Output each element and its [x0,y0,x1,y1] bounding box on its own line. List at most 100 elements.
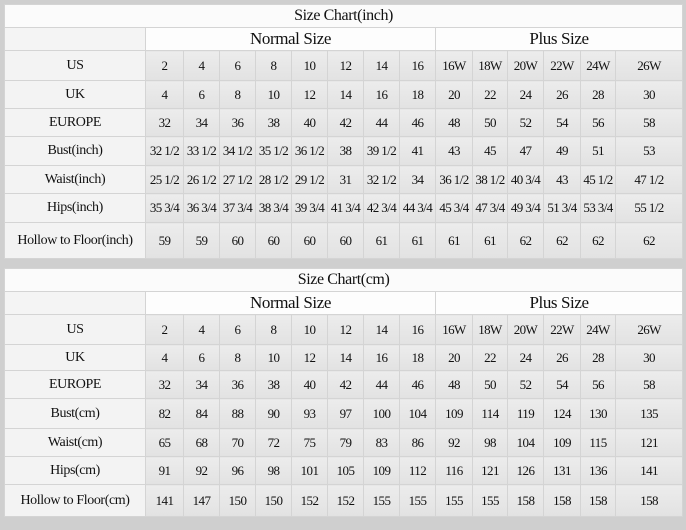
size-value-cell: 8 [255,314,292,345]
size-value-cell: 47 [507,136,544,166]
blank-header-cell [4,27,146,51]
size-value-cell: 92 [183,456,220,485]
size-value-cell: 45 1/2 [580,165,616,194]
size-value-cell: 109 [435,398,473,429]
size-value-cell: 38 [255,108,292,137]
table-row: Hips(inch) 35 3/4 36 3/4 37 3/4 38 3/4 39 3/4… [4,193,684,223]
size-value-cell: 4 [145,344,184,371]
size-value-cell: 60 [327,222,364,259]
size-value-cell: 38 [327,136,364,166]
chart-title: Size Chart(inch) [3,4,684,28]
size-value-cell: 28 [580,80,616,109]
size-value-cell: 75 [291,428,328,457]
size-value-cell: 51 [580,136,616,166]
size-value-cell: 8 [219,344,256,371]
size-value-cell: 90 [255,398,292,429]
size-value-cell: 44 [363,108,400,137]
row-label: EUROPE [4,370,146,399]
size-value-cell: 49 3/4 [507,193,544,223]
size-value-cell: 158 [543,484,581,517]
size-value-cell: 37 3/4 [219,193,256,223]
size-value-cell: 50 [472,108,508,137]
size-value-cell: 83 [363,428,400,457]
size-value-cell: 14 [363,50,400,81]
size-value-cell: 61 [399,222,436,259]
size-value-cell: 32 [145,370,184,399]
size-chart-inch: Size Chart(inch) Normal Size Plus Size US 2 4… [3,4,684,259]
size-value-cell: 16 [363,80,400,109]
size-value-cell: 45 [472,136,508,166]
size-value-cell: 32 1/2 [363,165,400,194]
size-value-cell: 36 3/4 [183,193,220,223]
size-value-cell: 4 [145,80,184,109]
size-value-cell: 32 [145,108,184,137]
size-value-cell: 98 [472,428,508,457]
size-value-cell: 39 3/4 [291,193,328,223]
size-value-cell: 10 [255,344,292,371]
size-value-cell: 26W [614,50,684,81]
size-value-cell: 26 1/2 [183,165,220,194]
size-value-cell: 20W [507,314,544,345]
size-value-cell: 147 [183,484,220,517]
size-value-cell: 26 [543,80,581,109]
size-value-cell: 20W [507,50,544,81]
size-value-cell: 152 [327,484,364,517]
size-value-cell: 62 [543,222,581,259]
table-row: US 2 4 6 8 10 12 14 16 16W 18W 20W 22W 24W 26W [4,50,684,81]
size-value-cell: 35 1/2 [255,136,292,166]
size-value-cell: 18 [399,344,436,371]
size-value-cell: 50 [472,370,508,399]
size-value-cell: 24 [507,80,544,109]
size-value-cell: 101 [291,456,328,485]
size-value-cell: 150 [219,484,256,517]
row-label: US [4,314,146,345]
row-label: Hips(inch) [4,193,146,223]
normal-size-header: Normal Size [145,291,436,315]
size-value-cell: 40 3/4 [507,165,544,194]
size-value-cell: 155 [363,484,400,517]
size-value-cell: 40 [291,370,328,399]
size-value-cell: 53 3/4 [580,193,616,223]
size-value-cell: 112 [399,456,436,485]
size-value-cell: 141 [145,484,184,517]
size-value-cell: 62 [614,222,684,259]
size-value-cell: 8 [219,80,256,109]
table-row: Hips(cm) 91 92 96 98 101 105 109 112 116 121 126 131… [4,456,684,485]
size-value-cell: 32 1/2 [145,136,184,166]
size-value-cell: 12 [327,50,364,81]
size-value-cell: 84 [183,398,220,429]
table-row: EUROPE 32 34 36 38 40 42 44 46 48 50 52 54 56 58 [4,108,684,137]
size-value-cell: 4 [183,50,220,81]
size-value-cell: 61 [435,222,473,259]
size-value-cell: 34 [183,370,220,399]
size-value-cell: 6 [219,314,256,345]
size-value-cell: 20 [435,344,473,371]
size-value-cell: 130 [580,398,616,429]
size-value-cell: 51 3/4 [543,193,581,223]
size-value-cell: 12 [291,80,328,109]
size-value-cell: 72 [255,428,292,457]
size-value-cell: 61 [472,222,508,259]
size-value-cell: 22 [472,344,508,371]
normal-size-header: Normal Size [145,27,436,51]
size-value-cell: 30 [614,80,684,109]
size-value-cell: 38 [255,370,292,399]
size-value-cell: 55 1/2 [614,193,684,223]
size-value-cell: 36 1/2 [291,136,328,166]
size-value-cell: 20 [435,80,473,109]
size-value-cell: 104 [507,428,544,457]
size-value-cell: 68 [183,428,220,457]
size-value-cell: 41 [399,136,436,166]
size-value-cell: 14 [327,80,364,109]
table-row: Hollow to Floor(cm) 141 147 150 150 152 152 155… [4,484,684,517]
plus-size-header: Plus Size [434,27,684,51]
size-value-cell: 58 [614,108,684,137]
size-value-cell: 28 [580,344,616,371]
size-value-cell: 6 [219,50,256,81]
size-value-cell: 16W [435,50,473,81]
size-value-cell: 60 [291,222,328,259]
size-value-cell: 29 1/2 [291,165,328,194]
size-value-cell: 38 3/4 [255,193,292,223]
size-value-cell: 155 [435,484,473,517]
size-value-cell: 33 1/2 [183,136,220,166]
